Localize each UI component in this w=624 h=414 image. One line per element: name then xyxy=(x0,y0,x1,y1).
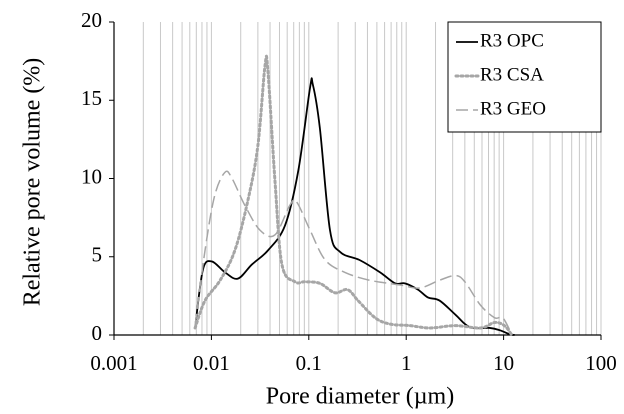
series-line xyxy=(194,77,515,336)
x-tick-label: 0.01 xyxy=(193,351,230,375)
series-line xyxy=(194,170,512,334)
x-tick-label: 10 xyxy=(493,351,514,375)
x-axis-title: Pore diameter (µm) xyxy=(266,384,454,410)
legend-label: R3 CSA xyxy=(480,64,544,85)
x-tick-label: 0.001 xyxy=(90,351,137,375)
y-tick-label: 15 xyxy=(81,86,102,110)
y-axis-title: Relative pore volume (%) xyxy=(20,58,46,307)
series-line xyxy=(193,54,513,336)
y-tick-label: 0 xyxy=(92,321,103,345)
legend-label: R3 GEO xyxy=(480,98,546,119)
legend-label: R3 OPC xyxy=(480,30,544,51)
y-tick-label: 20 xyxy=(81,8,102,32)
x-tick-label: 0.1 xyxy=(296,351,322,375)
x-tick-label: 100 xyxy=(585,351,617,375)
x-tick-label: 1 xyxy=(401,351,412,375)
y-tick-label: 5 xyxy=(92,243,103,267)
y-tick-label: 10 xyxy=(81,164,102,188)
